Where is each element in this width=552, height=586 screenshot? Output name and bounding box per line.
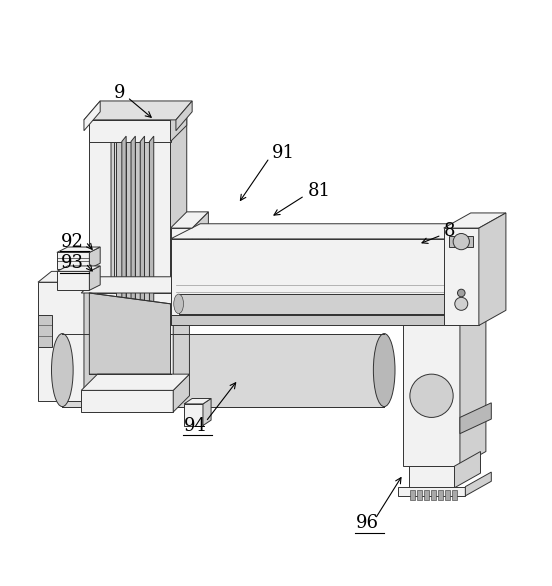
Polygon shape (431, 490, 436, 500)
Ellipse shape (174, 294, 183, 314)
Polygon shape (57, 247, 100, 253)
Polygon shape (444, 228, 479, 325)
Polygon shape (89, 120, 171, 142)
Text: 91: 91 (272, 144, 295, 162)
Polygon shape (81, 390, 173, 412)
Polygon shape (126, 142, 131, 401)
Polygon shape (479, 213, 506, 325)
Polygon shape (149, 104, 187, 120)
Text: 92: 92 (61, 233, 83, 251)
Polygon shape (452, 490, 457, 500)
Polygon shape (171, 239, 460, 315)
Polygon shape (38, 315, 51, 347)
Text: 8: 8 (444, 222, 455, 240)
Polygon shape (192, 212, 209, 325)
Circle shape (453, 233, 469, 250)
Polygon shape (114, 142, 151, 401)
Polygon shape (465, 472, 491, 496)
Ellipse shape (51, 333, 73, 407)
Polygon shape (57, 271, 89, 290)
Polygon shape (89, 293, 171, 374)
Polygon shape (460, 299, 490, 325)
Text: 94: 94 (184, 417, 207, 435)
Polygon shape (184, 398, 211, 404)
Polygon shape (403, 311, 486, 325)
Polygon shape (171, 228, 192, 325)
Polygon shape (203, 398, 211, 425)
Polygon shape (89, 120, 111, 412)
Polygon shape (140, 136, 145, 401)
Polygon shape (81, 277, 189, 293)
Polygon shape (417, 490, 422, 500)
Polygon shape (38, 282, 84, 401)
Polygon shape (171, 315, 460, 325)
Polygon shape (444, 213, 506, 228)
Polygon shape (445, 490, 450, 500)
Polygon shape (449, 236, 474, 247)
Polygon shape (408, 466, 454, 488)
Text: 81: 81 (307, 182, 331, 200)
Polygon shape (89, 266, 100, 290)
Polygon shape (179, 294, 449, 314)
Polygon shape (62, 333, 384, 407)
Polygon shape (81, 293, 173, 390)
Polygon shape (131, 136, 135, 401)
Polygon shape (84, 101, 100, 131)
Polygon shape (171, 104, 187, 142)
Polygon shape (57, 253, 89, 268)
Polygon shape (116, 142, 122, 401)
Polygon shape (122, 136, 126, 401)
Circle shape (410, 374, 453, 417)
Ellipse shape (373, 333, 395, 407)
Polygon shape (176, 101, 192, 131)
Polygon shape (57, 266, 100, 271)
Polygon shape (438, 490, 443, 500)
Polygon shape (81, 374, 189, 390)
Polygon shape (89, 247, 100, 268)
Polygon shape (171, 104, 187, 412)
Polygon shape (403, 325, 460, 466)
Polygon shape (150, 136, 154, 401)
Polygon shape (149, 120, 171, 412)
Text: 96: 96 (356, 514, 379, 532)
Polygon shape (135, 142, 140, 401)
Polygon shape (397, 486, 465, 496)
Polygon shape (111, 104, 127, 412)
Circle shape (455, 297, 468, 311)
Polygon shape (454, 451, 480, 488)
Polygon shape (184, 404, 203, 425)
Polygon shape (460, 311, 486, 466)
Polygon shape (84, 101, 192, 120)
Text: 9: 9 (114, 84, 125, 102)
Polygon shape (171, 224, 490, 239)
Polygon shape (89, 104, 127, 120)
Polygon shape (460, 403, 491, 434)
Polygon shape (89, 104, 187, 120)
Polygon shape (173, 277, 189, 390)
Polygon shape (424, 490, 429, 500)
Polygon shape (460, 224, 490, 315)
Polygon shape (84, 271, 98, 401)
Polygon shape (171, 212, 209, 228)
Circle shape (458, 289, 465, 297)
Polygon shape (173, 374, 189, 412)
Polygon shape (144, 142, 150, 401)
Polygon shape (38, 271, 98, 282)
Text: 93: 93 (61, 254, 84, 272)
Polygon shape (410, 490, 415, 500)
